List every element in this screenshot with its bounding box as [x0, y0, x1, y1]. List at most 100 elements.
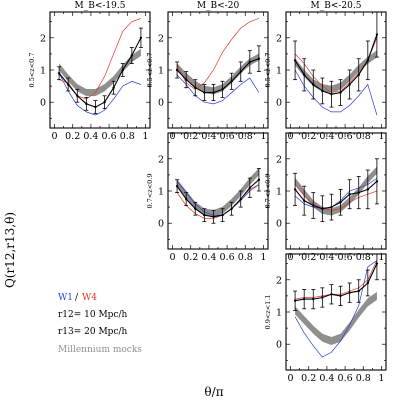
x-tick-label: 1 [378, 373, 384, 384]
y-tick-label: 2 [276, 33, 282, 44]
y-axis-label: Q(r12,r13,θ) [3, 212, 17, 288]
mean-line [294, 263, 378, 302]
w1-line [294, 69, 378, 116]
error-bar [193, 79, 198, 97]
row-label: 0.9<z<1.1 [264, 295, 272, 330]
panel-r1-c1: 0 0.2 0.4 0.6 0.8 1 0 1 2 0.7<z<0.9 [146, 132, 269, 263]
data-point [221, 213, 224, 217]
error-bar [374, 254, 379, 281]
w1-line [294, 260, 378, 358]
data-point [366, 281, 370, 285]
error-bar [374, 158, 379, 205]
data-point [357, 289, 360, 293]
x-tick-label: 1 [260, 252, 266, 263]
error-bar [220, 80, 225, 98]
error-bar [329, 193, 334, 221]
error-bar [57, 66, 62, 81]
data-point [175, 68, 179, 72]
legend-r13: r13= 20 Mpc/h [58, 327, 128, 337]
x-tick-label: 0 [170, 252, 176, 263]
data-point [375, 180, 379, 183]
error-bar [320, 77, 325, 105]
y-tick-label: 1 [276, 187, 282, 198]
data-point [348, 83, 351, 86]
data-point [302, 297, 306, 301]
data-point [194, 207, 197, 210]
data-point [230, 207, 233, 210]
data-point [248, 60, 252, 64]
data-point [321, 89, 324, 93]
data-point [348, 193, 351, 196]
error-bar [184, 192, 189, 206]
data-point [212, 91, 215, 94]
legend-separator: / [75, 293, 79, 303]
y-tick-label: 0 [158, 98, 164, 109]
panel-plot-area [293, 158, 379, 223]
legend: W1/W4 r12= 10 Mpc/h r13= 20 Mpc/h Millenniu… [58, 293, 142, 355]
row-label: 0.5<z<0.7 [146, 53, 154, 88]
data-point [94, 105, 97, 109]
data-point [357, 191, 360, 194]
error-bar [238, 190, 243, 208]
data-point [293, 299, 297, 302]
error-bar [356, 279, 361, 303]
data-point [375, 262, 379, 265]
error-bar [75, 88, 80, 103]
data-point [194, 86, 197, 89]
error-bar [302, 58, 307, 92]
y-tick-label: 2 [158, 154, 164, 165]
data-point [257, 178, 261, 181]
data-point [130, 54, 134, 57]
w1-line [176, 74, 260, 105]
x-tick-label: 0.2 [301, 373, 316, 384]
data-point [302, 199, 306, 202]
error-bar [120, 63, 125, 77]
mocks-band [177, 168, 259, 218]
panel-r0-c0: 0 0.2 0.4 0.6 0.8 1 0 1 2 0.5<z<0.7 [28, 11, 151, 142]
y-tick-label: 0 [158, 219, 164, 230]
data-point [76, 94, 79, 97]
data-point [184, 78, 188, 81]
data-point [121, 68, 124, 72]
x-tick-label: 0.2 [65, 131, 80, 142]
y-tick-label: 0 [276, 219, 282, 230]
legend-w4: W4 [82, 293, 97, 303]
w4-line [294, 184, 378, 211]
mean-line [176, 58, 260, 94]
y-tick-label: 0 [276, 98, 282, 109]
data-point [230, 80, 233, 83]
data-point [348, 291, 351, 294]
mocks-band [177, 53, 259, 95]
error-bar [302, 289, 307, 310]
error-bar [347, 282, 352, 303]
data-point [293, 188, 297, 191]
x-tick-label: 0.6 [220, 252, 235, 263]
data-point [330, 205, 333, 209]
mean-line [294, 180, 378, 210]
data-point [57, 72, 61, 75]
row-label: 0.5<z<0.7 [264, 53, 272, 88]
panel-plot-area [175, 18, 261, 105]
y-tick-label: 2 [158, 33, 164, 44]
column-label: M_B<-20.5 [311, 1, 362, 11]
figure-labels: M_B<-19.5 M_B<-20 M_B<-20.5 Q(r12,r13,θ) θ/π [3, 1, 362, 399]
error-bar [320, 287, 325, 308]
x-tick-label: 0 [52, 131, 58, 142]
mean-line [294, 34, 378, 95]
error-bar [229, 72, 234, 90]
error-bar [247, 177, 252, 198]
error-bar [193, 201, 198, 216]
data-point [330, 92, 333, 96]
data-point [248, 186, 252, 189]
data-point [339, 294, 342, 298]
y-tick-label: 2 [276, 275, 282, 286]
x-tick-label: 0.6 [338, 373, 353, 384]
panel-plot-area [175, 168, 261, 224]
error-bar [102, 95, 107, 110]
y-tick-label: 2 [40, 33, 46, 44]
error-bar [129, 47, 134, 64]
error-bar [202, 84, 207, 102]
